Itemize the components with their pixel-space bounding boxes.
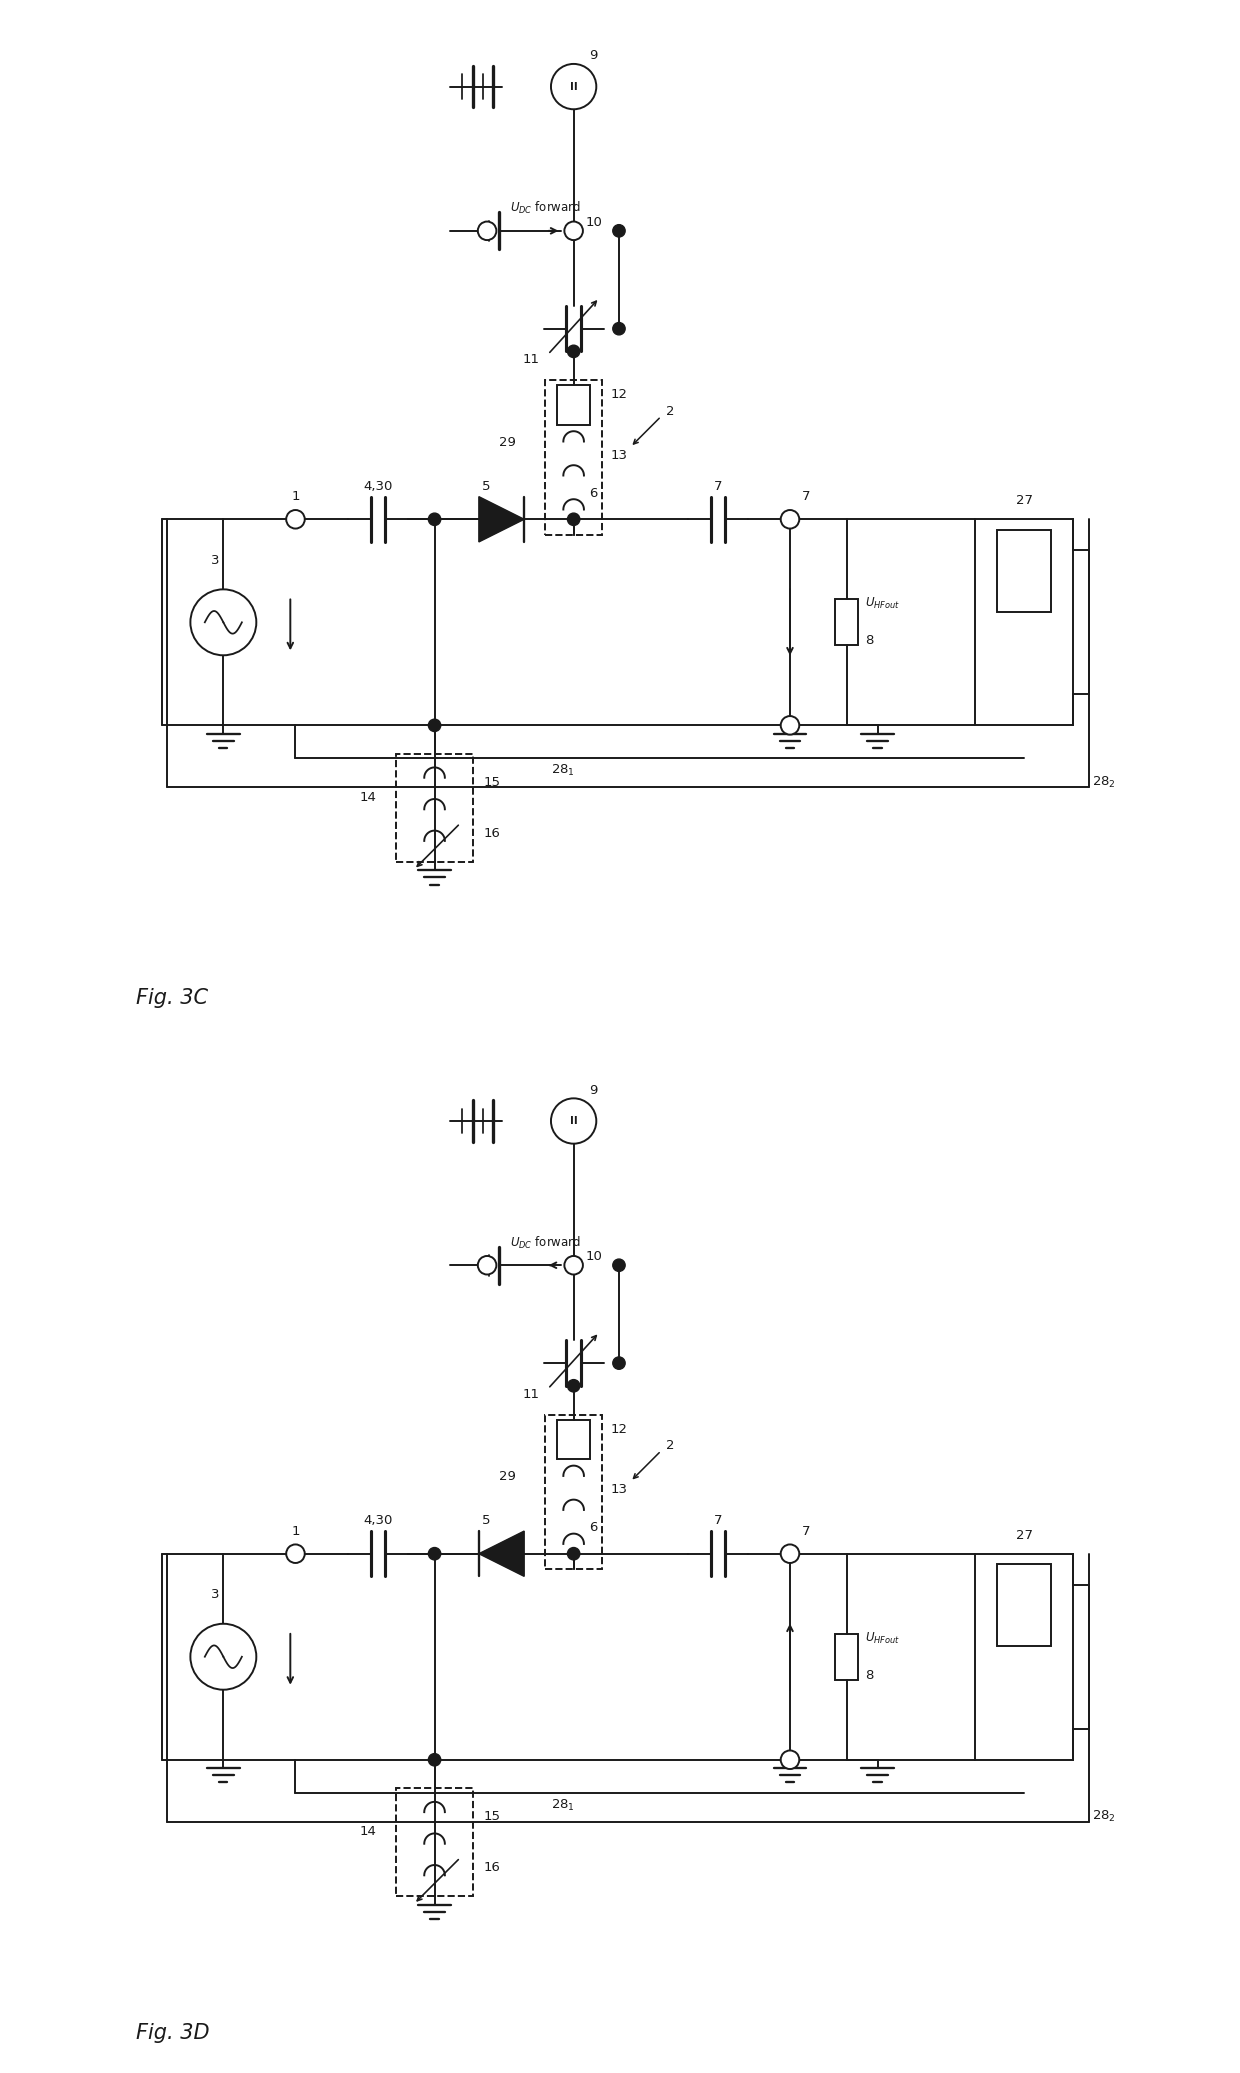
Text: 11: 11 <box>522 1387 539 1401</box>
Text: 15: 15 <box>484 775 501 788</box>
Text: $28_1$: $28_1$ <box>552 763 575 777</box>
Bar <box>997 1563 1052 1646</box>
Bar <box>557 1420 590 1459</box>
Circle shape <box>286 510 305 529</box>
Text: $U_{HFin}$: $U_{HFin}$ <box>228 620 257 634</box>
Text: 1: 1 <box>291 489 300 504</box>
Circle shape <box>613 323 625 336</box>
Text: $28_2$: $28_2$ <box>1092 1810 1116 1824</box>
Text: $U_{HFout}$: $U_{HFout}$ <box>866 597 900 612</box>
Text: 13: 13 <box>610 450 627 462</box>
Text: 29: 29 <box>498 435 516 448</box>
Text: 27: 27 <box>1016 1528 1033 1542</box>
Text: 16: 16 <box>484 827 501 840</box>
Text: 1: 1 <box>291 1524 300 1538</box>
Text: 10: 10 <box>587 216 603 230</box>
Bar <box>546 1414 601 1569</box>
Text: Fig. 3C: Fig. 3C <box>136 989 208 1007</box>
Circle shape <box>781 715 800 734</box>
Circle shape <box>568 224 580 236</box>
Circle shape <box>564 222 583 240</box>
Text: 13: 13 <box>610 1484 627 1497</box>
Circle shape <box>568 514 580 524</box>
Circle shape <box>551 1099 596 1144</box>
Text: 5: 5 <box>482 1513 490 1528</box>
Text: 3: 3 <box>211 553 219 568</box>
Text: 7: 7 <box>714 1513 722 1528</box>
Circle shape <box>428 1549 440 1559</box>
Circle shape <box>568 1549 580 1559</box>
Circle shape <box>428 514 440 524</box>
Polygon shape <box>479 498 525 541</box>
Text: 8: 8 <box>866 634 873 647</box>
Text: 6: 6 <box>589 1522 598 1534</box>
Circle shape <box>286 1544 305 1563</box>
Text: 6: 6 <box>589 487 598 500</box>
Bar <box>546 379 601 535</box>
Text: 2: 2 <box>666 404 675 417</box>
Circle shape <box>477 1256 496 1275</box>
Text: 16: 16 <box>484 1862 501 1874</box>
Circle shape <box>781 510 800 529</box>
Circle shape <box>191 1623 257 1689</box>
Text: 14: 14 <box>360 1826 377 1839</box>
Circle shape <box>191 589 257 655</box>
Circle shape <box>613 224 625 236</box>
Bar <box>557 386 590 425</box>
Bar <box>976 1553 1074 1760</box>
Circle shape <box>428 719 440 732</box>
Circle shape <box>781 1544 800 1563</box>
Text: 9: 9 <box>589 50 598 62</box>
Bar <box>836 599 858 645</box>
Text: $U_{DC}$ forward: $U_{DC}$ forward <box>510 201 580 216</box>
Text: 12: 12 <box>610 1422 627 1435</box>
Text: 4,30: 4,30 <box>363 479 393 493</box>
Text: Fig. 3D: Fig. 3D <box>136 2023 210 2042</box>
Circle shape <box>428 1754 440 1766</box>
Text: $U_{DC}$ forward: $U_{DC}$ forward <box>510 1236 580 1250</box>
Polygon shape <box>479 1532 525 1575</box>
Circle shape <box>781 1750 800 1768</box>
Circle shape <box>613 1258 625 1271</box>
Text: $U_{HFout}$: $U_{HFout}$ <box>866 1631 900 1646</box>
Text: $U_{HFin}$: $U_{HFin}$ <box>228 1654 257 1669</box>
Circle shape <box>568 346 580 357</box>
Circle shape <box>564 1256 583 1275</box>
Text: 7: 7 <box>802 489 811 504</box>
Text: $28_2$: $28_2$ <box>1092 775 1116 790</box>
Text: 2: 2 <box>666 1439 675 1451</box>
Text: 29: 29 <box>498 1470 516 1482</box>
Circle shape <box>613 1358 625 1370</box>
Text: 8: 8 <box>866 1669 873 1681</box>
Text: 11: 11 <box>522 352 539 367</box>
Bar <box>997 529 1052 612</box>
Text: II: II <box>569 1115 578 1126</box>
Circle shape <box>477 222 496 240</box>
Text: 5: 5 <box>482 479 490 493</box>
Text: II: II <box>569 81 578 91</box>
Text: 27: 27 <box>1016 493 1033 508</box>
Text: 7: 7 <box>802 1524 811 1538</box>
Text: 10: 10 <box>587 1250 603 1265</box>
Bar <box>976 520 1074 726</box>
Text: 15: 15 <box>484 1810 501 1822</box>
Circle shape <box>568 1258 580 1271</box>
Text: $28_1$: $28_1$ <box>552 1797 575 1812</box>
Bar <box>836 1634 858 1679</box>
Bar <box>396 755 474 862</box>
Text: 9: 9 <box>589 1084 598 1097</box>
Circle shape <box>568 1381 580 1391</box>
Text: 14: 14 <box>360 792 377 804</box>
Text: 4,30: 4,30 <box>363 1513 393 1528</box>
Text: 12: 12 <box>610 388 627 402</box>
Text: 3: 3 <box>211 1588 219 1602</box>
Text: 7: 7 <box>714 479 722 493</box>
Bar <box>396 1789 474 1897</box>
Circle shape <box>551 64 596 110</box>
